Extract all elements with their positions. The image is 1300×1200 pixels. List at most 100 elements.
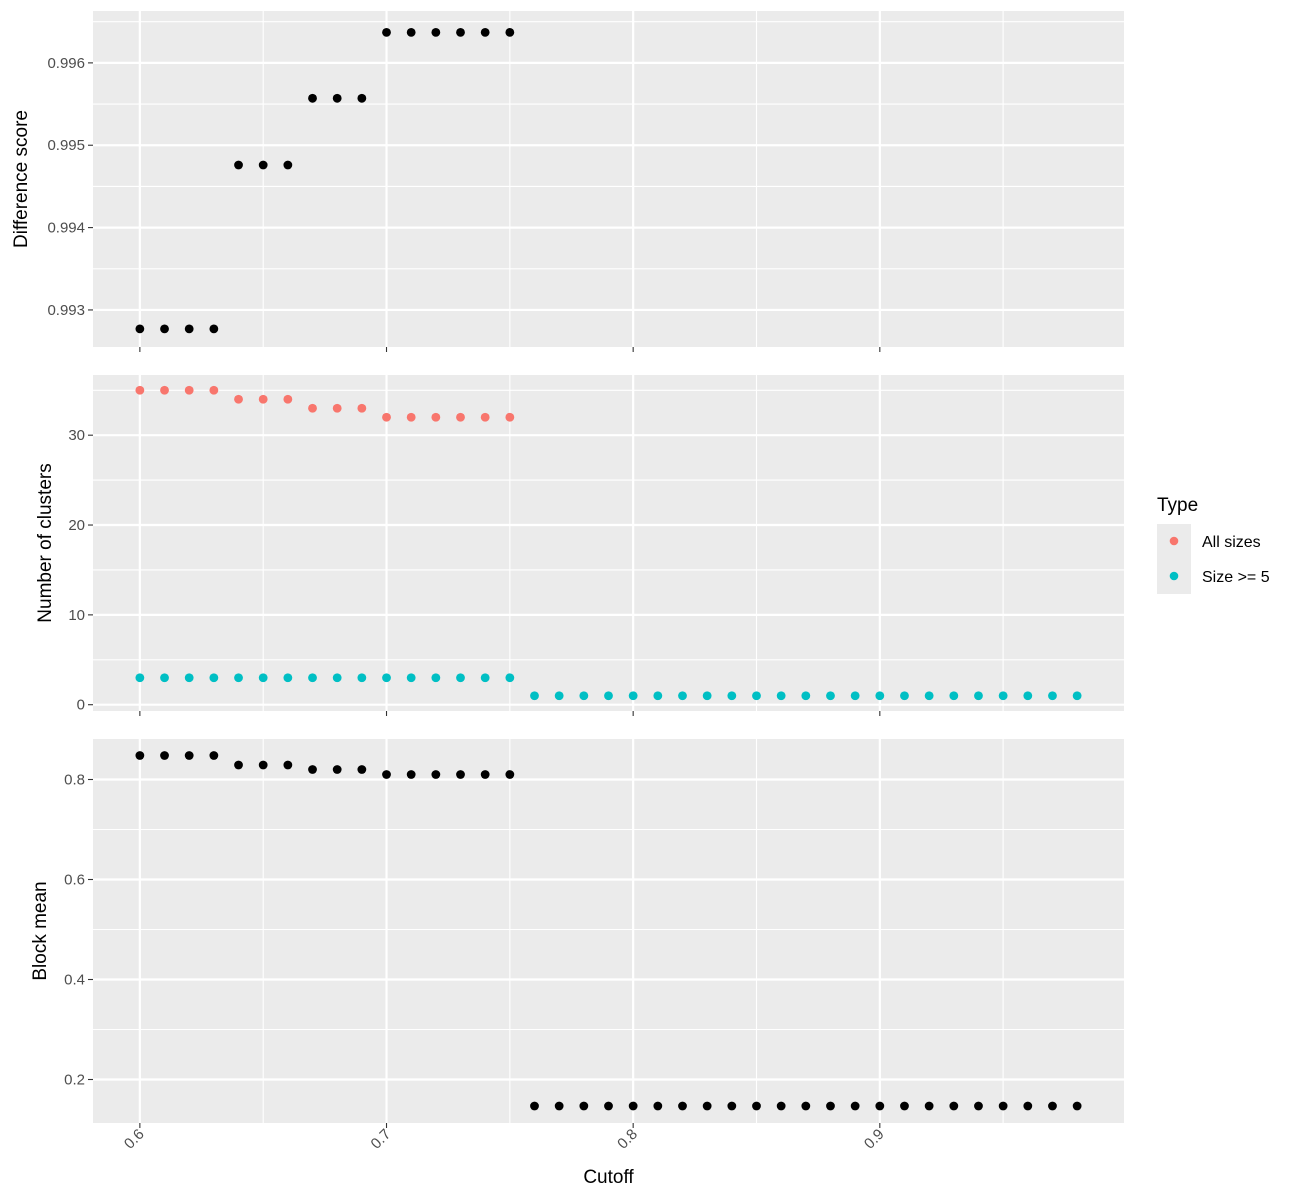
y-tick-label: 0.8 xyxy=(64,772,85,789)
data-point xyxy=(1048,691,1057,701)
data-point xyxy=(752,691,761,701)
data-point xyxy=(900,691,909,701)
legend-key-all-sizes xyxy=(1169,536,1179,546)
data-point xyxy=(1048,1101,1057,1111)
y-tick-label: 0.996 xyxy=(47,55,85,72)
data-point xyxy=(480,673,490,683)
data-point xyxy=(974,1101,983,1111)
data-point xyxy=(283,160,293,170)
data-point xyxy=(160,673,169,683)
data-point xyxy=(974,691,983,701)
data-point xyxy=(283,673,293,683)
y-tick-label: 20 xyxy=(68,517,85,534)
data-point xyxy=(332,93,342,103)
data-point xyxy=(357,673,367,683)
data-point xyxy=(283,394,293,404)
data-point xyxy=(160,385,169,395)
data-point xyxy=(431,28,441,37)
data-point xyxy=(357,93,367,103)
data-point xyxy=(234,394,243,404)
data-point xyxy=(924,1101,934,1111)
data-point xyxy=(850,1101,860,1111)
data-point xyxy=(431,770,441,779)
data-point xyxy=(135,324,145,334)
data-point xyxy=(308,765,317,774)
data-point xyxy=(184,324,194,334)
y-tick-label: 0.993 xyxy=(47,302,85,319)
data-point xyxy=(431,673,441,683)
data-point xyxy=(530,1101,539,1111)
data-point xyxy=(628,691,638,701)
data-point xyxy=(480,412,490,422)
data-point xyxy=(382,770,391,779)
y-tick-label: 0.995 xyxy=(47,137,85,154)
x-axis-title: Cutoff xyxy=(583,1167,634,1188)
data-point xyxy=(209,324,219,334)
data-point xyxy=(604,691,613,701)
data-point xyxy=(234,673,243,683)
data-point xyxy=(1072,1101,1082,1111)
x-tick-label: 0.9 xyxy=(861,1126,888,1153)
data-point xyxy=(480,770,490,779)
panel-background xyxy=(93,739,1124,1123)
data-point xyxy=(875,1101,885,1111)
data-point xyxy=(924,691,934,701)
data-point xyxy=(308,93,317,103)
y-axis-title: Block mean xyxy=(30,881,51,980)
data-point xyxy=(160,324,169,334)
data-point xyxy=(135,385,145,395)
data-point xyxy=(900,1101,909,1111)
data-point xyxy=(209,385,219,395)
y-tick-label: 30 xyxy=(68,427,85,444)
data-point xyxy=(456,412,465,422)
data-point xyxy=(678,691,687,701)
data-point xyxy=(135,673,145,683)
y-axis-title: Number of clusters xyxy=(35,463,56,622)
data-point xyxy=(752,1101,761,1111)
data-point xyxy=(456,28,465,37)
data-point xyxy=(776,1101,786,1111)
data-point xyxy=(727,1101,737,1111)
data-point xyxy=(332,765,342,774)
x-tick-label: 0.8 xyxy=(614,1126,641,1153)
data-point xyxy=(1023,691,1033,701)
y-tick-label: 0 xyxy=(77,697,85,714)
data-point xyxy=(456,673,465,683)
panel-background xyxy=(93,375,1124,711)
data-point xyxy=(332,673,342,683)
data-point xyxy=(949,1101,959,1111)
data-point xyxy=(505,770,515,779)
data-point xyxy=(653,691,663,701)
panel-middle: 0 10 20 30 Number of clusters xyxy=(35,375,1124,716)
data-point xyxy=(308,673,317,683)
data-point xyxy=(776,691,786,701)
data-point xyxy=(234,760,243,770)
data-point xyxy=(505,28,515,37)
y-axis-title: Difference score xyxy=(11,110,32,248)
data-point xyxy=(826,1101,835,1111)
data-point xyxy=(406,28,416,37)
data-point xyxy=(530,691,539,701)
legend: Type All sizes Size >= 5 xyxy=(1157,495,1270,594)
y-tick-label: 0.6 xyxy=(64,872,85,889)
x-tick-label: 0.7 xyxy=(368,1126,395,1153)
data-point xyxy=(184,385,194,395)
panel-bottom: 0.2 0.4 0.6 0.8 0.6 0.7 0.8 0.9 Block mean Cutoff xyxy=(30,739,1124,1188)
data-point xyxy=(406,673,416,683)
data-point xyxy=(1023,1101,1033,1111)
data-point xyxy=(678,1101,687,1111)
data-point xyxy=(160,751,169,760)
legend-key-size-5 xyxy=(1169,571,1179,581)
data-point xyxy=(480,28,490,37)
data-point xyxy=(998,691,1008,701)
data-point xyxy=(998,1101,1008,1111)
data-point xyxy=(1072,691,1082,701)
data-point xyxy=(406,770,416,779)
data-point xyxy=(184,751,194,760)
data-point xyxy=(184,673,194,683)
data-point xyxy=(258,160,268,170)
data-point xyxy=(554,1101,564,1111)
data-point xyxy=(258,760,268,770)
data-point xyxy=(431,412,441,422)
